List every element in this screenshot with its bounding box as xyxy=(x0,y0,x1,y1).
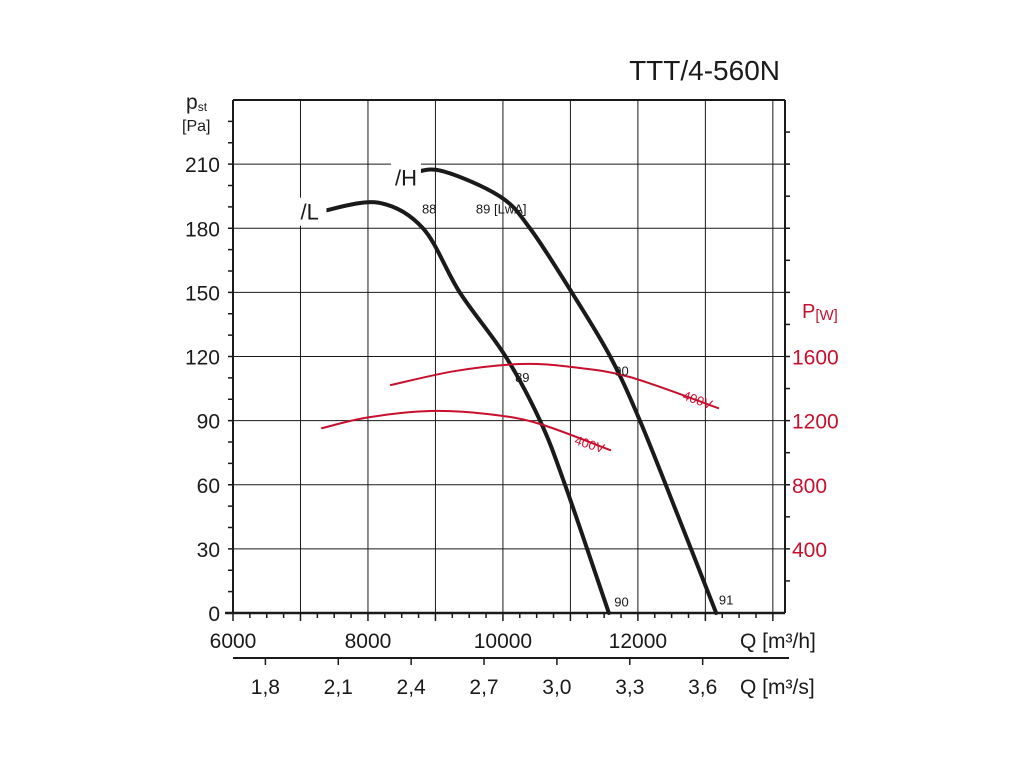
y-tick-label: 90 xyxy=(197,411,220,434)
curve-label: /H xyxy=(395,166,417,191)
x2-axis-label: Q [m³/s] xyxy=(740,676,815,699)
y2-label-unit: [W] xyxy=(815,307,838,324)
sound-level-annotation: 89 xyxy=(515,370,529,385)
y-tick-label: 30 xyxy=(197,539,220,562)
curve-label-bg xyxy=(296,197,327,226)
y-label-unit: [Pa] xyxy=(182,118,210,135)
power-curve-label: 400V xyxy=(681,388,715,413)
sound-level-annotation: 88 xyxy=(422,201,436,216)
y-tick-label: 120 xyxy=(185,347,220,370)
power-curve-2 xyxy=(389,362,720,410)
y2-tick-label: 1200 xyxy=(792,411,839,434)
svg-text:P[W]: P[W] xyxy=(802,301,838,324)
y2-label-main: P xyxy=(802,301,815,323)
y-label-sub: st xyxy=(198,100,208,114)
power-curve-label: 400V xyxy=(573,432,607,456)
y-tick-label: 210 xyxy=(185,154,220,177)
y-axis-label: pst [Pa] xyxy=(182,91,210,135)
pressure-curve-l xyxy=(320,200,611,615)
y2-tick-label: 1600 xyxy=(792,347,839,370)
svg-text:pst: pst xyxy=(186,91,208,114)
power-curve-3 xyxy=(321,409,612,452)
sound-level-annotation: 90 xyxy=(614,595,628,610)
x2-tick-label: 3,3 xyxy=(615,676,644,699)
y-tick-label: 150 xyxy=(185,282,220,305)
sound-level-annotation: 89 [LwA] xyxy=(476,201,527,216)
x-tick-label: 12000 xyxy=(609,630,667,653)
x-tick-label: 6000 xyxy=(210,630,257,653)
x-axis-label: Q [m³/h] xyxy=(740,630,816,653)
x2-tick-label: 3,0 xyxy=(542,676,571,699)
x2-tick-label: 1,8 xyxy=(251,676,280,699)
x2-tick-label: 2,7 xyxy=(469,676,498,699)
sound-level-annotation: 91 xyxy=(719,592,733,607)
sound-level-annotation: 90 xyxy=(614,364,628,379)
y2-tick-label: 400 xyxy=(792,539,827,562)
x-tick-label: 10000 xyxy=(474,630,532,653)
y-label-main: p xyxy=(186,91,198,114)
y-tick-label: 180 xyxy=(185,218,220,241)
y-tick-label: 60 xyxy=(197,475,220,498)
x-tick-label: 8000 xyxy=(345,630,392,653)
chart-title: TTT/4-560N xyxy=(629,55,780,86)
y-tick-label: 0 xyxy=(208,603,220,626)
x2-tick-label: 3,6 xyxy=(688,676,717,699)
curve-label-bg xyxy=(390,163,421,192)
x2-tick-label: 2,1 xyxy=(324,676,353,699)
y2-axis-label: P[W] xyxy=(802,301,838,324)
x2-tick-label: 2,4 xyxy=(397,676,427,699)
pressure-curve-h xyxy=(405,167,719,615)
curve-label: /L xyxy=(300,200,318,225)
y2-tick-label: 800 xyxy=(792,475,827,498)
